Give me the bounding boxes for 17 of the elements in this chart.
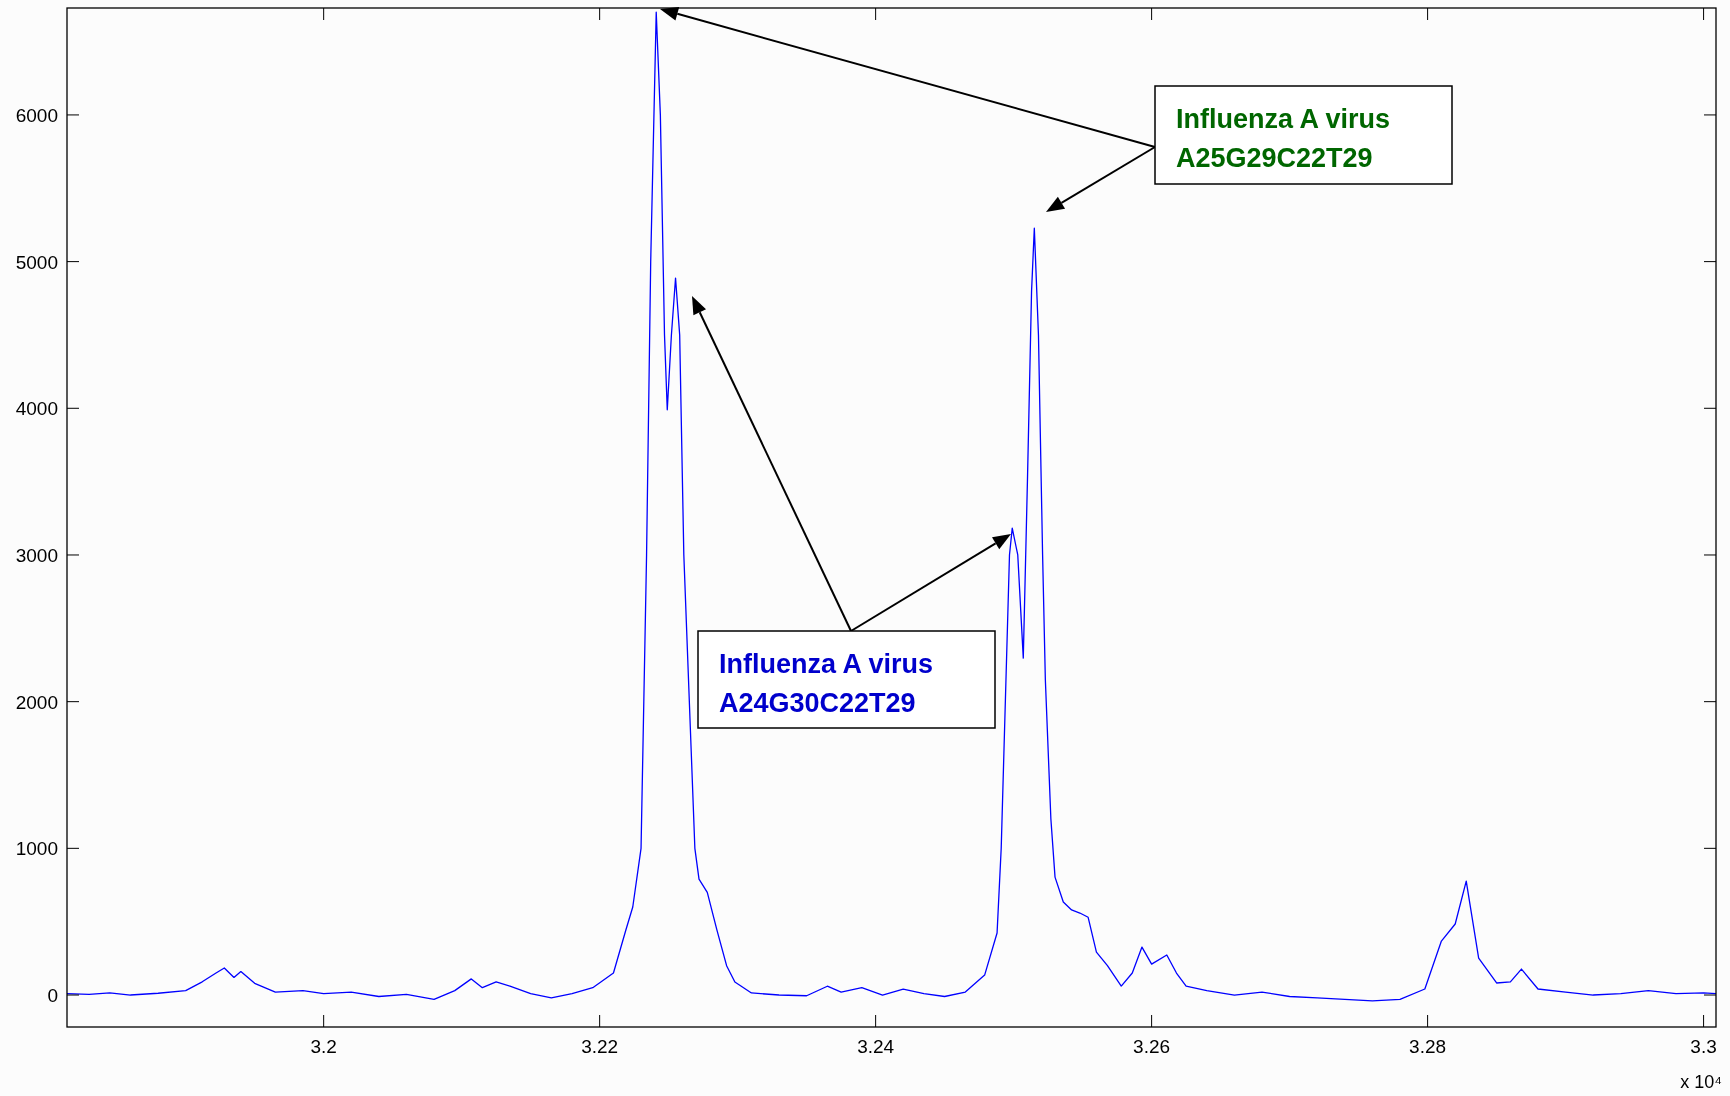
y-tick-label: 0 [47,985,58,1007]
y-tick-label: 2000 [15,691,58,713]
y-tick-label: 5000 [15,251,58,273]
x-tick-label: 3.26 [1133,1036,1171,1057]
x-tick-label: 3.2 [310,1036,337,1057]
text: x 10⁴ [1680,1072,1722,1092]
x-tick-label: 3.24 [857,1036,895,1057]
y-tick-label: 6000 [15,104,58,126]
y-tick-label: 1000 [15,838,58,860]
x-tick-label: 3.3 [1690,1036,1717,1057]
x-tick-label: 3.28 [1409,1036,1447,1057]
annotation: Influenza A virus A25G29C22T29 [1176,104,1391,173]
x-tick-label: 3.22 [581,1036,619,1057]
y-tick-label: 3000 [15,544,58,566]
annotation: Influenza A virus A24G30C22T29 [719,649,934,718]
line-series [66,11,1717,1002]
y-tick-label: 4000 [15,398,58,420]
